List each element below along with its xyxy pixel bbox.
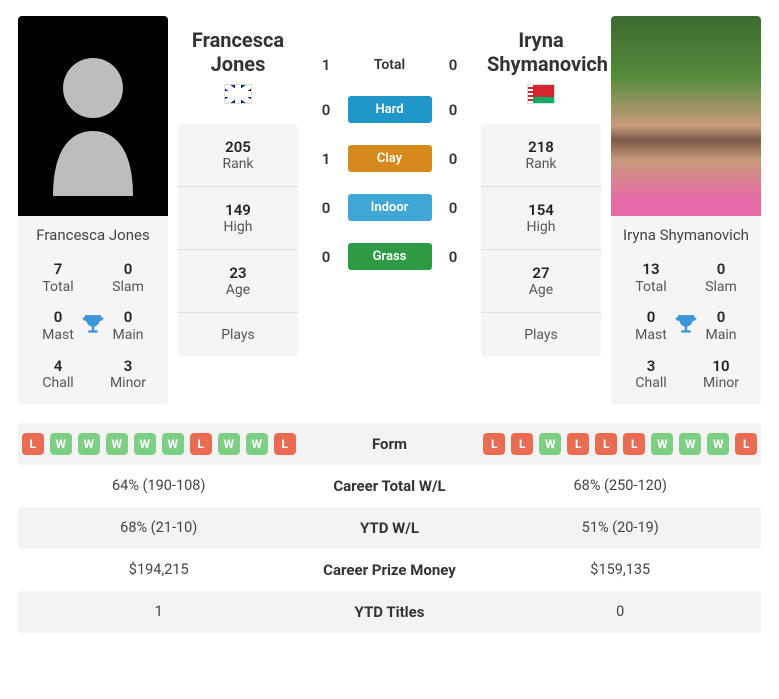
titles-total-right: 13 Total	[619, 260, 683, 296]
player-card-left: Francesca Jones 7 Total 0 Slam 0 Mast 0 …	[18, 16, 168, 405]
titles-minor-right: 10 Minor	[689, 357, 753, 393]
surface-chip[interactable]: Grass	[348, 243, 432, 270]
cmp-right-value: 0	[480, 603, 762, 620]
form-chip[interactable]: W	[134, 433, 156, 455]
h2h-row: 0 Indoor 0	[308, 194, 471, 221]
form-chip[interactable]: W	[539, 433, 561, 455]
stats-header-right: Iryna Shymanovich	[481, 16, 601, 114]
cmp-left-value: 68% (21-10)	[18, 519, 300, 536]
h2h-row: 1 Clay 0	[308, 145, 471, 172]
trophy-icon	[672, 312, 700, 340]
form-chip[interactable]: W	[162, 433, 184, 455]
form-chip[interactable]: L	[483, 433, 505, 455]
cmp-left-value: $194,215	[18, 561, 300, 578]
form-chip[interactable]: L	[274, 433, 296, 455]
titles-grid-left: 7 Total 0 Slam 0 Mast 0 Main 4 Chall	[18, 254, 168, 405]
cmp-row: 68% (21-10)YTD W/L51% (20-19)	[18, 507, 761, 549]
form-list-left: LWWWWWLWWL	[18, 433, 300, 455]
stats-col-left: Francesca Jones 205 Rank 149 High 23 Age	[178, 16, 298, 357]
cmp-row: 64% (190-108)Career Total W/L68% (250-12…	[18, 465, 761, 507]
stats-box-right: 218 Rank 154 High 27 Age Plays	[481, 124, 601, 357]
form-chip[interactable]: L	[735, 433, 757, 455]
form-chip[interactable]: L	[567, 433, 589, 455]
comparison-table: LWWWWWLWWL Form LLWLLLWWWL 64% (190-108)…	[18, 423, 761, 633]
form-chip[interactable]: L	[190, 433, 212, 455]
h2h-right-value: 0	[441, 56, 465, 74]
player-name-header-left[interactable]: Francesca Jones	[184, 28, 292, 76]
form-chip[interactable]: L	[22, 433, 44, 455]
form-chip[interactable]: W	[707, 433, 729, 455]
cmp-row: $194,215Career Prize Money$159,135	[18, 549, 761, 591]
h2h-row: 1 Total 0	[308, 56, 471, 74]
cmp-row-form: LWWWWWLWWL Form LLWLLLWWWL	[18, 423, 761, 465]
flag-gb-icon	[224, 84, 252, 104]
titles-chall-right: 3 Chall	[619, 357, 683, 393]
form-chip[interactable]: W	[246, 433, 268, 455]
cmp-right-value: 68% (250-120)	[480, 477, 762, 494]
titles-slam-right: 0 Slam	[689, 260, 753, 296]
player-card-right: Iryna Shymanovich 13 Total 0 Slam 0 Mast…	[611, 16, 761, 405]
stat-age-left: 23 Age	[178, 249, 298, 312]
titles-chall-left: 4 Chall	[26, 357, 90, 393]
cmp-label: YTD Titles	[300, 603, 480, 621]
cmp-label: Career Total W/L	[300, 477, 480, 495]
form-chip[interactable]: W	[78, 433, 100, 455]
avatar-placeholder-icon	[33, 36, 153, 196]
h2h-left-value: 1	[314, 56, 338, 74]
form-chip[interactable]: W	[218, 433, 240, 455]
stat-high-left: 149 High	[178, 186, 298, 249]
flag-by-icon	[527, 84, 555, 104]
h2h-right-value: 0	[441, 150, 465, 168]
form-list-right: LLWLLLWWWL	[480, 433, 762, 455]
form-chip[interactable]: L	[595, 433, 617, 455]
cmp-right-value: $159,135	[480, 561, 762, 578]
cmp-right-value: 51% (20-19)	[480, 519, 762, 536]
stats-col-right: Iryna Shymanovich 218 Rank 154 High 27 A…	[481, 16, 601, 357]
cmp-left-value: 1	[18, 603, 300, 620]
surface-chip[interactable]: Clay	[348, 145, 432, 172]
cmp-row: 1YTD Titles0	[18, 591, 761, 633]
stats-box-left: 205 Rank 149 High 23 Age Plays	[178, 124, 298, 357]
stats-header-left: Francesca Jones	[178, 16, 298, 114]
stat-age-right: 27 Age	[481, 249, 601, 312]
h2h-total-label: Total	[348, 57, 432, 73]
form-chip[interactable]: W	[50, 433, 72, 455]
surface-chip[interactable]: Indoor	[348, 194, 432, 221]
titles-grid-right: 13 Total 0 Slam 0 Mast 0 Main 3 Chall	[611, 254, 761, 405]
titles-minor-left: 3 Minor	[96, 357, 160, 393]
h2h-row: 0 Hard 0	[308, 96, 471, 123]
h2h-right-value: 0	[441, 199, 465, 217]
form-chip[interactable]: W	[106, 433, 128, 455]
stat-rank-left: 205 Rank	[178, 124, 298, 186]
form-chip[interactable]: W	[679, 433, 701, 455]
h2h-row: 0 Grass 0	[308, 243, 471, 270]
cmp-label: YTD W/L	[300, 519, 480, 537]
h2h-left-value: 0	[314, 101, 338, 119]
stat-rank-right: 218 Rank	[481, 124, 601, 186]
form-chip[interactable]: W	[651, 433, 673, 455]
stat-plays-right: Plays	[481, 312, 601, 357]
player-name-header-right[interactable]: Iryna Shymanovich	[487, 28, 595, 76]
player-name-right[interactable]: Iryna Shymanovich	[611, 216, 761, 254]
player-photo-right	[611, 16, 761, 216]
surface-chip[interactable]: Hard	[348, 96, 432, 123]
cmp-left-value: 64% (190-108)	[18, 477, 300, 494]
form-chip[interactable]: L	[623, 433, 645, 455]
form-chip[interactable]: L	[511, 433, 533, 455]
player-name-left[interactable]: Francesca Jones	[18, 216, 168, 254]
cmp-label: Career Prize Money	[300, 561, 480, 579]
stat-high-right: 154 High	[481, 186, 601, 249]
cmp-label-form: Form	[300, 435, 480, 453]
h2h-left-value: 1	[314, 150, 338, 168]
h2h-right-value: 0	[441, 101, 465, 119]
titles-slam-left: 0 Slam	[96, 260, 160, 296]
titles-total-left: 7 Total	[26, 260, 90, 296]
h2h-right-value: 0	[441, 248, 465, 266]
trophy-icon	[79, 312, 107, 340]
h2h-left-value: 0	[314, 248, 338, 266]
player-photo-left	[18, 16, 168, 216]
h2h-column: 1 Total 0 0 Hard 0 1 Clay 0 0 Indoor 0 0 Grass 0	[308, 16, 471, 270]
stat-plays-left: Plays	[178, 312, 298, 357]
h2h-left-value: 0	[314, 199, 338, 217]
